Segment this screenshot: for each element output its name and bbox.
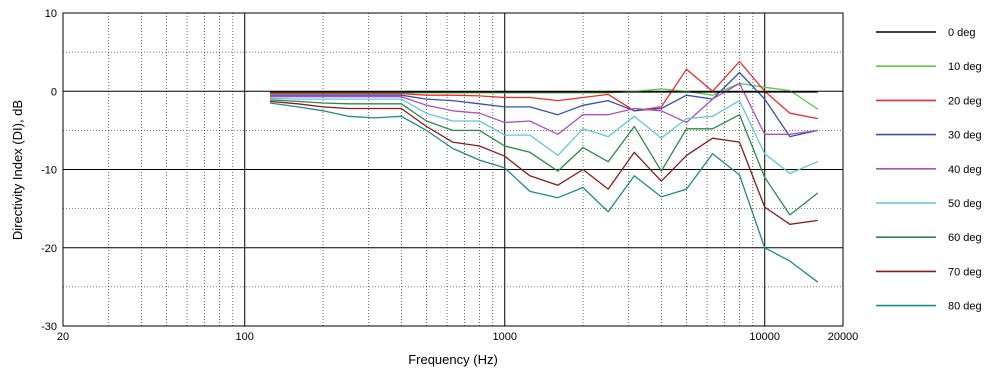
x-tick-label: 1000 [492, 331, 516, 343]
series-line-80-deg [269, 102, 819, 283]
x-tick-labels: 20 100 1000 10000 20000 [57, 331, 858, 343]
series-line-60-deg [269, 99, 819, 216]
legend-label: 40 deg [948, 164, 982, 176]
x-tick-label: 20 [57, 331, 69, 343]
series-line-10-deg [269, 82, 819, 110]
series-line-40-deg [269, 82, 818, 135]
series-line-50-deg [269, 97, 819, 175]
series-line-30-deg [269, 71, 818, 138]
y-tick-labels: -30 -20 -10 0 10 [41, 8, 57, 333]
legend: 0 deg 10 deg 20 deg 30 deg 40 deg 50 deg 60 de… [876, 27, 982, 313]
legend-label: 30 deg [948, 130, 982, 142]
legend-label: 0 deg [948, 27, 976, 39]
series-line-20-deg [269, 60, 818, 120]
grid [62, 13, 843, 326]
y-tick-label: -20 [41, 243, 57, 255]
x-axis-label: Frequency (Hz) [408, 352, 498, 367]
legend-label: 10 deg [948, 61, 982, 73]
legend-label: 20 deg [948, 95, 982, 107]
y-tick-label: -10 [41, 165, 57, 177]
y-tick-label: -30 [41, 321, 57, 333]
y-tick-label: 0 [51, 86, 57, 98]
x-tick-label: 100 [236, 331, 254, 343]
x-tick-label: 20000 [828, 331, 859, 343]
series-line-70-deg [269, 100, 818, 225]
y-tick-label: 10 [45, 8, 57, 20]
series-lines [269, 60, 819, 283]
legend-label: 50 deg [948, 198, 982, 210]
x-tick-label: 10000 [749, 331, 780, 343]
legend-label: 70 deg [948, 266, 982, 278]
legend-label: 80 deg [948, 301, 982, 313]
legend-label: 60 deg [948, 232, 982, 244]
y-axis-label: Directivity Index (DI), dB [10, 100, 25, 240]
plot-frame [62, 12, 844, 327]
